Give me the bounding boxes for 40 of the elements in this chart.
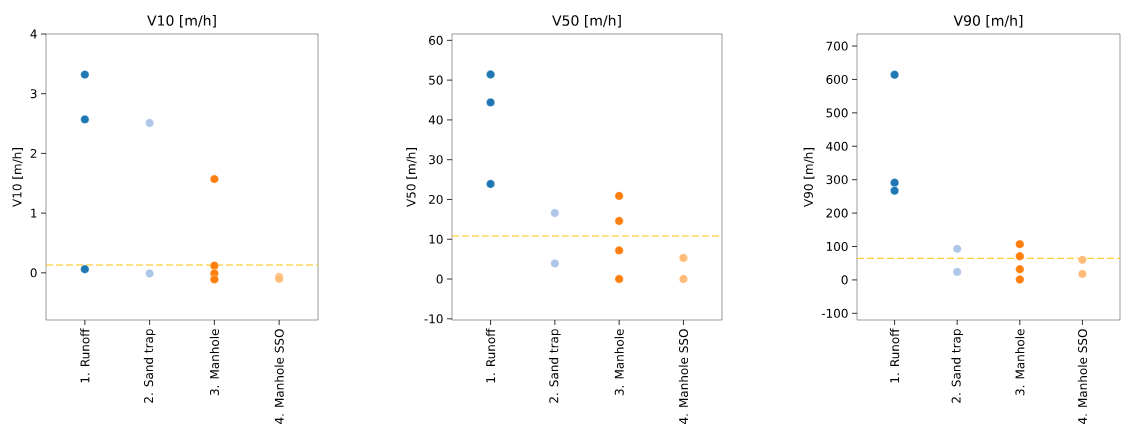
x-tick-label: 3. Manhole (614, 329, 624, 396)
chart-title: V10 [m/h] (147, 14, 216, 28)
y-tick-label: 0 (436, 274, 443, 284)
y-tick-label: 400 (826, 141, 848, 151)
y-tick-label: -10 (424, 314, 443, 324)
y-tick-label: 0 (841, 275, 848, 285)
x-tick-label: 1. Runoff (889, 328, 900, 383)
y-tick-label: 30 (429, 155, 443, 165)
y-tick-label: 20 (429, 194, 443, 205)
y-tick-label: 700 (826, 41, 848, 51)
y-tick-label: 2 (30, 148, 37, 158)
x-tick-label: 3. Manhole (1015, 329, 1025, 396)
y-tick-label: 3 (30, 89, 37, 99)
y-tick-label: 600 (826, 74, 848, 84)
y-tick-label: 50 (429, 75, 443, 85)
y-tick-label: 4 (30, 29, 37, 39)
x-tick-label: 4. Manhole SSO (678, 329, 689, 424)
x-tick-label: 3. Manhole (209, 329, 220, 396)
y-tick-label: 0 (30, 268, 37, 278)
y-tick-label: 1 (31, 208, 37, 218)
y-tick-label: 100 (826, 241, 848, 252)
y-tick-label: 40 (428, 115, 443, 125)
x-tick-label: 4. Manhole SSO (274, 329, 284, 424)
y-tick-label: 10 (429, 234, 443, 244)
x-tick-label: 2. Sand trap (143, 329, 156, 403)
x-tick-label: 2. Sand trap (951, 329, 963, 403)
y-tick-label: -100 (821, 308, 848, 318)
x-tick-label: 4. Manhole SSO (1077, 329, 1088, 424)
y-axis-title: V90 [m/h] (803, 148, 815, 207)
chart-title: V90 [m/h] (953, 14, 1023, 28)
x-tick-label: 1. Runoff (485, 328, 496, 383)
y-axis-title: V10 [m/h] (12, 148, 23, 207)
y-tick-label: 500 (826, 108, 848, 118)
y-tick-label: 300 (826, 175, 848, 185)
y-axis-title: V50 [m/h] (406, 148, 418, 207)
chart-title: V50 [m/h] (552, 14, 621, 28)
x-tick-label: 1. Runoff (80, 328, 90, 383)
x-tick-label: 2. Sand trap (549, 329, 561, 403)
y-tick-label: 60 (429, 35, 443, 45)
y-tick-label: 200 (826, 208, 848, 218)
